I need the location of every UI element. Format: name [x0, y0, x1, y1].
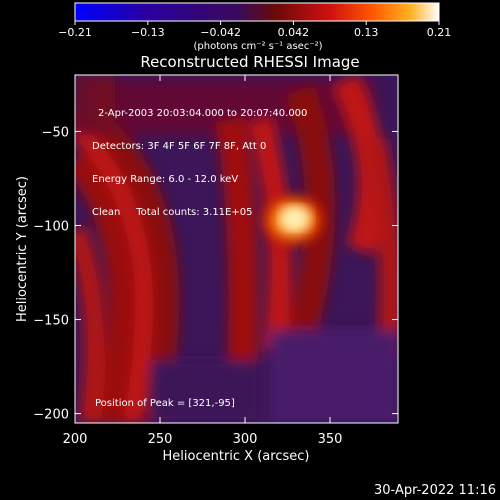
- annotation-time-range: 2-Apr-2003 20:03:04.000 to 20:07:40.000: [98, 108, 308, 119]
- colorbar: [74, 2, 440, 22]
- x-tick-label: 250: [148, 432, 173, 447]
- colorbar-unit-label: (photons cm⁻² s⁻¹ asec⁻²): [193, 41, 322, 52]
- y-axis-label: Heliocentric Y (arcsec): [15, 176, 30, 322]
- annotation-detectors: Detectors: 3F 4F 5F 6F 7F 8F, Att 0: [92, 141, 267, 152]
- colorbar-tick-label: 0.13: [354, 26, 379, 39]
- chart-title: Reconstructed RHESSI Image: [140, 53, 359, 71]
- y-tick-label: −200: [33, 408, 69, 423]
- annotation-block: 2-Apr-2003 20:03:04.000 to 20:07:40.000 …: [92, 86, 307, 229]
- peak-position-label: Position of Peak = [321,-95]: [95, 398, 235, 409]
- heatmap: [75, 75, 398, 423]
- colorbar-tick-label: −0.13: [131, 26, 165, 39]
- y-tick-label: −50: [42, 125, 69, 140]
- y-tick-label: −100: [33, 219, 69, 234]
- y-axis: −50 −100 −150 −200: [33, 125, 398, 423]
- timestamp: 30-Apr-2022 11:16: [374, 483, 496, 498]
- plot-frame: [74, 74, 399, 424]
- y-tick-label: −150: [33, 314, 69, 329]
- annotation-clean-counts: Clean Total counts: 3.11E+05: [92, 207, 253, 218]
- x-tick-label: 350: [318, 432, 343, 447]
- x-axis-label: Heliocentric X (arcsec): [163, 449, 310, 464]
- x-tick-label: 200: [63, 432, 88, 447]
- colorbar-ticks: −0.21 −0.13 −0.042 0.042 0.13 0.21: [58, 21, 451, 39]
- x-tick-label: 300: [233, 432, 258, 447]
- x-axis: 200 250 300 350: [63, 75, 343, 447]
- colorbar-tick-label: −0.21: [58, 26, 92, 39]
- annotation-energy-range: Energy Range: 6.0 - 12.0 keV: [92, 174, 239, 185]
- colorbar-tick-label: 0.21: [427, 26, 452, 39]
- colorbar-tick-label: 0.042: [278, 26, 310, 39]
- colorbar-tick-label: −0.042: [200, 26, 241, 39]
